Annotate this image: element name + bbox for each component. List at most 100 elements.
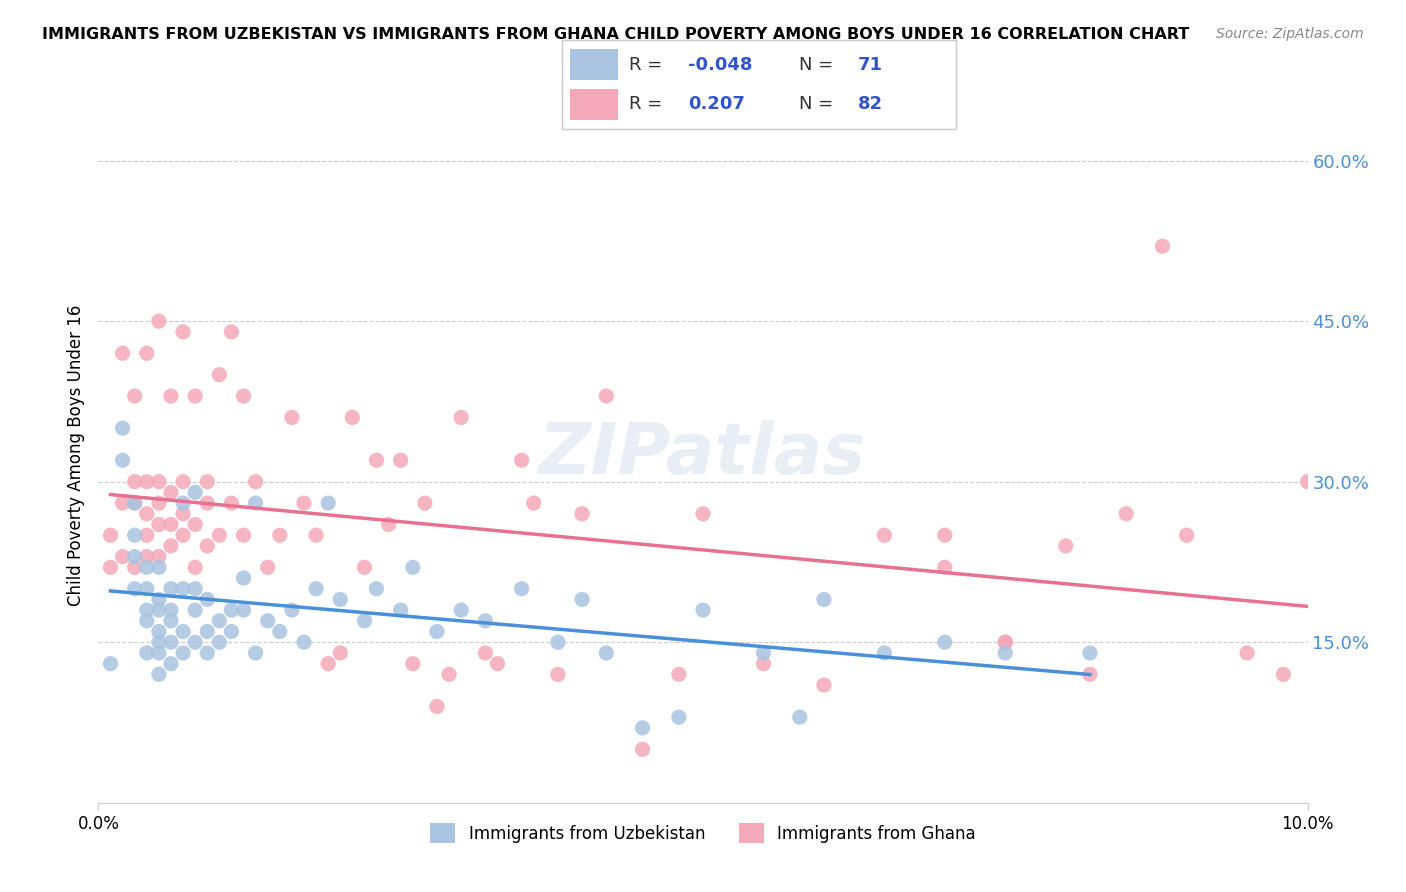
Point	[245, 646, 267, 660]
Point	[160, 614, 183, 628]
Point	[184, 389, 207, 403]
Point	[184, 485, 207, 500]
Point	[124, 549, 146, 564]
Point	[329, 646, 352, 660]
Text: R =: R =	[630, 95, 673, 113]
Point	[256, 614, 278, 628]
Point	[232, 389, 254, 403]
Point	[160, 485, 183, 500]
Point	[135, 614, 157, 628]
Point	[305, 582, 328, 596]
FancyBboxPatch shape	[571, 89, 617, 120]
Point	[184, 582, 207, 596]
Point	[221, 603, 243, 617]
Point	[245, 475, 267, 489]
Text: 82: 82	[858, 95, 883, 113]
Point	[195, 539, 218, 553]
Point	[195, 592, 218, 607]
Point	[160, 539, 183, 553]
Point	[523, 496, 546, 510]
Point	[1175, 528, 1198, 542]
Point	[789, 710, 811, 724]
Point	[377, 517, 399, 532]
Point	[195, 475, 218, 489]
Point	[135, 646, 157, 660]
Point	[269, 624, 291, 639]
Point	[135, 582, 157, 596]
Point	[510, 582, 533, 596]
Point	[752, 657, 775, 671]
Point	[148, 560, 170, 574]
Point	[100, 657, 122, 671]
Point	[1054, 539, 1077, 553]
Point	[148, 517, 170, 532]
Point	[135, 475, 157, 489]
Point	[474, 646, 496, 660]
Point	[160, 635, 183, 649]
Point	[148, 314, 170, 328]
Point	[208, 528, 231, 542]
Point	[111, 496, 134, 510]
Point	[256, 560, 278, 574]
Point	[1115, 507, 1137, 521]
Point	[1078, 646, 1101, 660]
Point	[148, 646, 170, 660]
Point	[135, 560, 157, 574]
Point	[232, 528, 254, 542]
Text: N =: N =	[799, 56, 838, 74]
Point	[172, 624, 194, 639]
Point	[172, 528, 194, 542]
Text: IMMIGRANTS FROM UZBEKISTAN VS IMMIGRANTS FROM GHANA CHILD POVERTY AMONG BOYS UND: IMMIGRANTS FROM UZBEKISTAN VS IMMIGRANTS…	[42, 27, 1189, 42]
Point	[160, 582, 183, 596]
Point	[426, 624, 449, 639]
Text: 0.207: 0.207	[689, 95, 745, 113]
Text: -0.048: -0.048	[689, 56, 752, 74]
Point	[873, 528, 896, 542]
Point	[595, 646, 617, 660]
Point	[148, 635, 170, 649]
Point	[148, 475, 170, 489]
Point	[994, 646, 1017, 660]
Text: Source: ZipAtlas.com: Source: ZipAtlas.com	[1216, 27, 1364, 41]
Point	[316, 496, 339, 510]
Point	[994, 635, 1017, 649]
Point	[389, 453, 412, 467]
Point	[160, 603, 183, 617]
Point	[135, 346, 157, 360]
Point	[148, 592, 170, 607]
Point	[160, 657, 183, 671]
Point	[160, 389, 183, 403]
Point	[342, 410, 364, 425]
Point	[692, 507, 714, 521]
Point	[1152, 239, 1174, 253]
Point	[148, 496, 170, 510]
Point	[547, 635, 569, 649]
Point	[934, 635, 956, 649]
Point	[426, 699, 449, 714]
Point	[692, 603, 714, 617]
Point	[100, 560, 122, 574]
Point	[1078, 667, 1101, 681]
Point	[148, 667, 170, 681]
Point	[595, 389, 617, 403]
Point	[172, 475, 194, 489]
Point	[245, 496, 267, 510]
Point	[873, 646, 896, 660]
Point	[221, 325, 243, 339]
Point	[668, 667, 690, 681]
Point	[124, 528, 146, 542]
Point	[413, 496, 436, 510]
Point	[510, 453, 533, 467]
Point	[329, 592, 352, 607]
Point	[221, 496, 243, 510]
Point	[353, 614, 375, 628]
Point	[281, 410, 304, 425]
Point	[135, 603, 157, 617]
Point	[547, 667, 569, 681]
Point	[232, 603, 254, 617]
Point	[437, 667, 460, 681]
Point	[934, 560, 956, 574]
Point	[148, 549, 170, 564]
Point	[752, 646, 775, 660]
Point	[111, 346, 134, 360]
